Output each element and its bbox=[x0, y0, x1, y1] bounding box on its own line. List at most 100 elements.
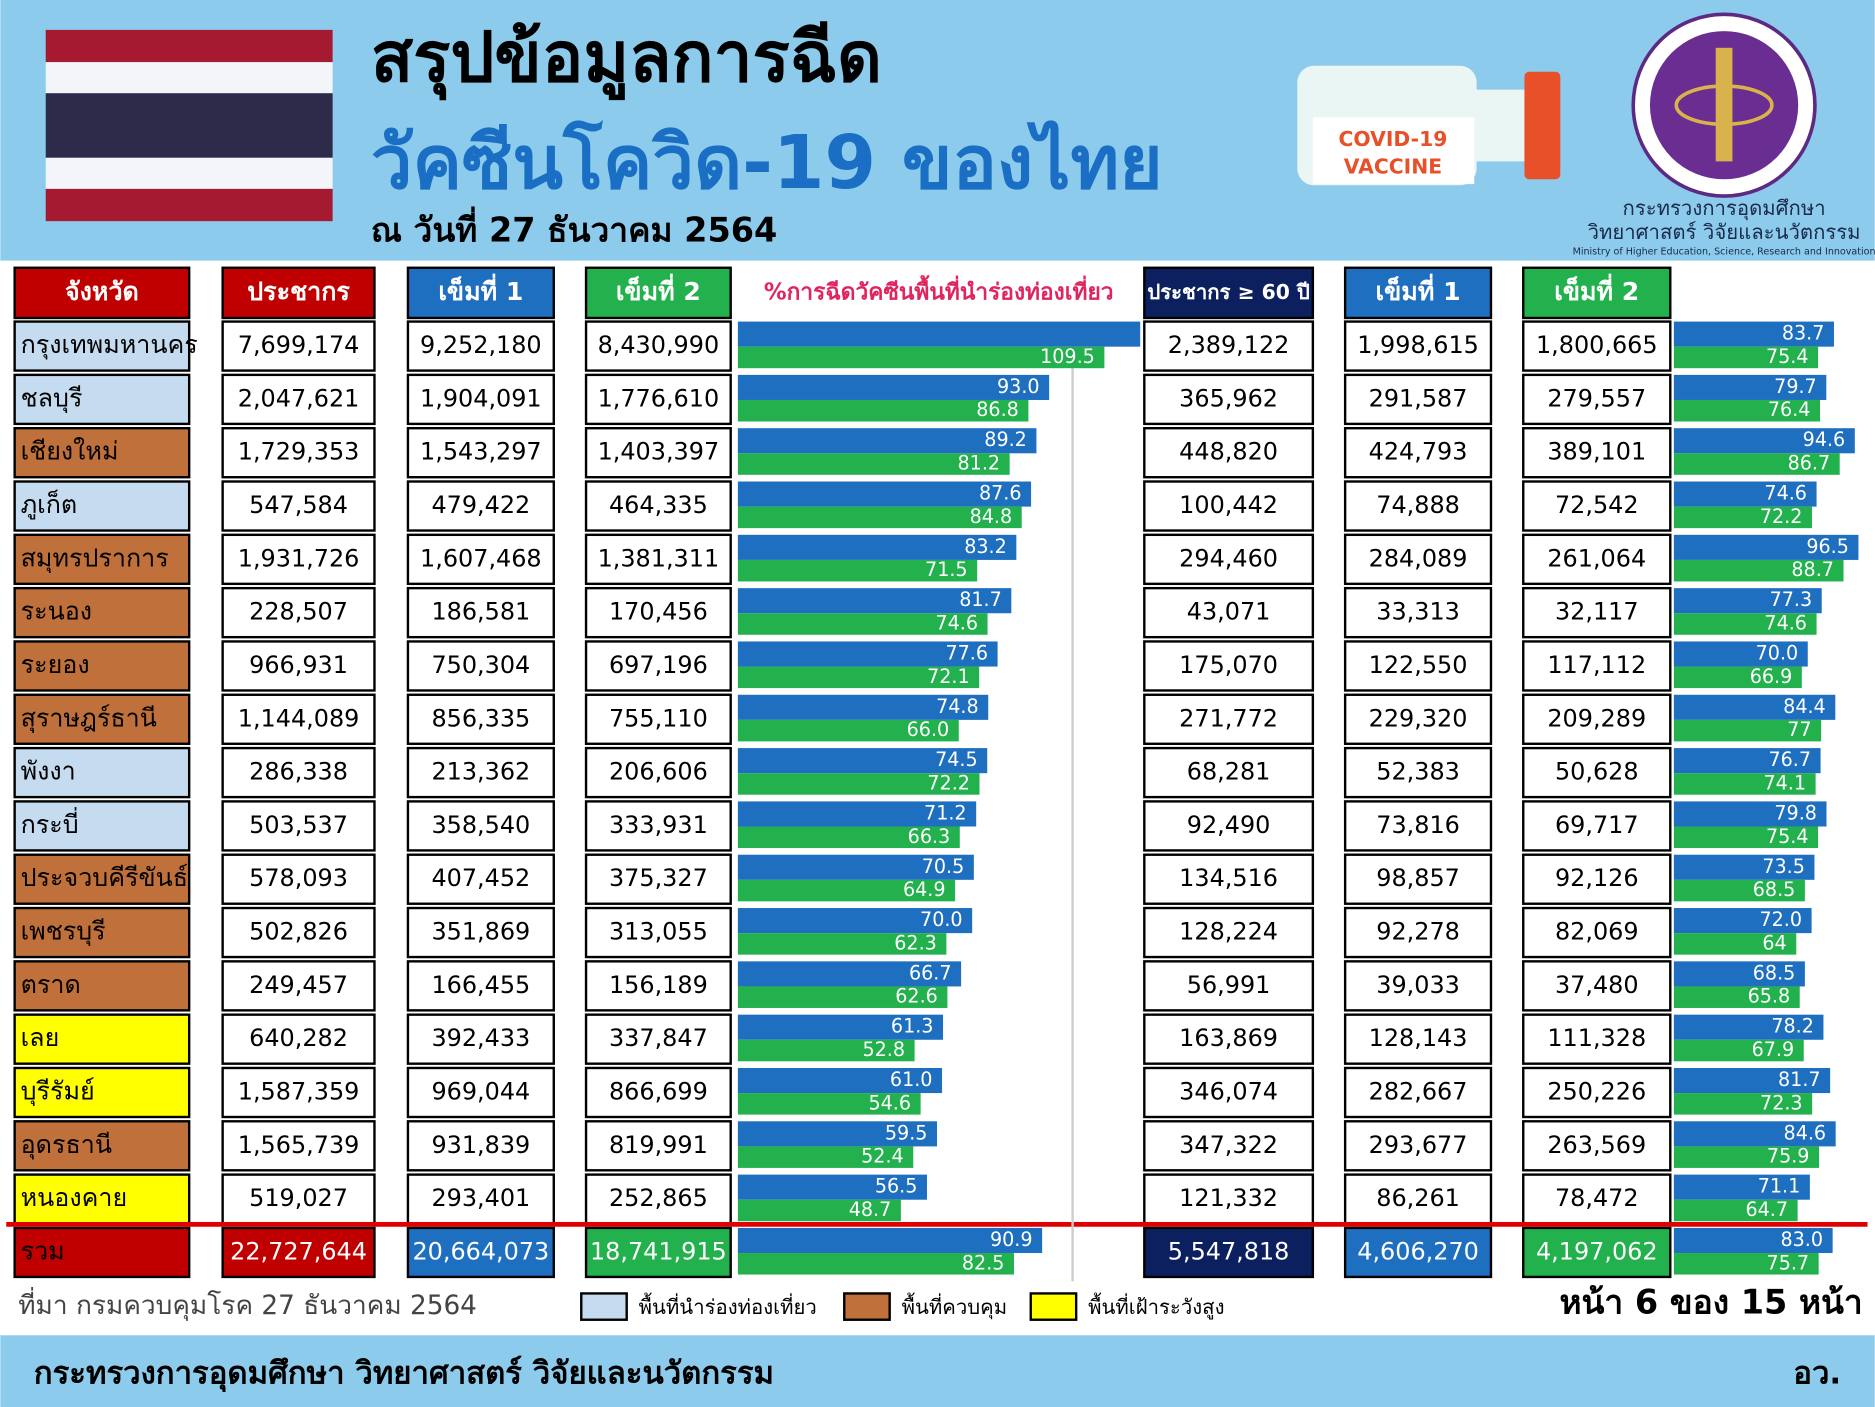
bar bbox=[1673, 666, 1802, 689]
cell-value: 206,606 bbox=[609, 758, 708, 786]
cell-value: 1,776,610 bbox=[598, 384, 720, 412]
value-label: 48.7 bbox=[849, 1198, 892, 1221]
bar bbox=[737, 1227, 1043, 1254]
value-label: 75.4 bbox=[1766, 345, 1809, 368]
value-label: 84.8 bbox=[970, 505, 1013, 528]
value-label: 74.6 bbox=[1764, 612, 1807, 635]
cell-value: 1,998,615 bbox=[1357, 331, 1479, 359]
value-label: 77.3 bbox=[1770, 588, 1813, 611]
cell-value: 346,074 bbox=[1179, 1077, 1278, 1105]
bar bbox=[737, 374, 1050, 400]
data-cell bbox=[584, 1226, 732, 1279]
data-cell bbox=[1522, 746, 1672, 799]
cell-value: 1,904,091 bbox=[420, 384, 542, 412]
cell-value: 1,381,311 bbox=[598, 544, 720, 572]
province-name: ประจวบคีรีขันธ์ bbox=[21, 863, 189, 892]
province-name: พังงา bbox=[21, 757, 76, 786]
thai-flag bbox=[45, 29, 333, 222]
province-name: ระนอง bbox=[21, 597, 92, 626]
data-cell bbox=[1343, 586, 1493, 639]
bar bbox=[737, 1253, 1015, 1275]
ministry-name-en: Ministry of Higher Education, Science, R… bbox=[1573, 247, 1875, 258]
data-cell bbox=[1522, 586, 1672, 639]
data-cell bbox=[1522, 480, 1672, 532]
column-header: เข็มที่ 1 bbox=[438, 273, 523, 306]
value-label: 79.8 bbox=[1774, 801, 1817, 824]
cell-value: 170,456 bbox=[609, 598, 708, 626]
data-cell bbox=[1143, 533, 1315, 586]
value-label: 94.6 bbox=[1803, 428, 1846, 451]
cell-value: 931,839 bbox=[431, 1131, 530, 1159]
bar bbox=[737, 506, 1022, 529]
bar bbox=[737, 933, 947, 955]
data-cell bbox=[221, 693, 376, 745]
value-label: 90.9 bbox=[990, 1228, 1033, 1251]
ministry-name: วิทยาศาสตร์ วิจัยและนวัตกรรม bbox=[1587, 220, 1861, 244]
cell-value: 407,452 bbox=[431, 864, 530, 892]
bar bbox=[1673, 1093, 1813, 1115]
province-cell bbox=[13, 640, 191, 692]
cell-value: 43,071 bbox=[1187, 598, 1271, 626]
bar bbox=[1673, 1253, 1819, 1275]
data-cell bbox=[584, 373, 732, 426]
value-label: 87.6 bbox=[979, 482, 1022, 505]
data-cell bbox=[1522, 373, 1672, 426]
bar bbox=[1673, 1146, 1820, 1168]
header-cell bbox=[1343, 266, 1493, 320]
data-cell bbox=[584, 480, 732, 532]
cell-value: 56,991 bbox=[1187, 971, 1271, 999]
province-cell bbox=[13, 853, 191, 905]
page-number: หน้า 6 ของ 15 หน้า bbox=[1559, 1283, 1862, 1322]
data-cell bbox=[1143, 906, 1315, 959]
cell-value: 52,383 bbox=[1376, 758, 1460, 786]
value-label: 74.5 bbox=[935, 748, 978, 771]
cell-value: 39,033 bbox=[1376, 971, 1460, 999]
bar bbox=[737, 321, 1141, 347]
cell-value: 866,699 bbox=[609, 1077, 708, 1105]
bar bbox=[1673, 1199, 1798, 1222]
bar bbox=[737, 801, 977, 827]
cell-value: 263,569 bbox=[1547, 1131, 1646, 1159]
cell-value: 293,677 bbox=[1369, 1131, 1468, 1159]
bar bbox=[1673, 374, 1827, 400]
cell-value: 424,793 bbox=[1369, 438, 1468, 466]
column-header: เข็มที่ 2 bbox=[1554, 273, 1639, 306]
cell-value: 128,143 bbox=[1369, 1024, 1468, 1052]
data-cell bbox=[1522, 1066, 1672, 1119]
bar bbox=[737, 694, 989, 720]
bar bbox=[737, 719, 959, 742]
value-label: 82.5 bbox=[962, 1251, 1005, 1274]
bar bbox=[737, 534, 1017, 560]
cell-value: 464,335 bbox=[609, 491, 708, 519]
bar bbox=[1673, 399, 1821, 422]
value-label: 71.5 bbox=[925, 558, 968, 581]
data-cell bbox=[221, 853, 376, 905]
bar bbox=[737, 1093, 921, 1115]
data-cell bbox=[584, 427, 732, 479]
bar bbox=[1673, 613, 1817, 635]
bar bbox=[1673, 908, 1812, 934]
column-header: ประชากร bbox=[247, 277, 350, 306]
data-cell bbox=[584, 906, 732, 959]
cell-value: 293,401 bbox=[431, 1184, 530, 1212]
data-cell bbox=[1343, 427, 1493, 479]
cell-value: 294,460 bbox=[1179, 544, 1278, 572]
data-cell bbox=[1522, 906, 1672, 959]
value-label: 64.9 bbox=[903, 878, 946, 901]
header-cell bbox=[1522, 266, 1672, 320]
value-label: 84.4 bbox=[1783, 695, 1826, 718]
bar bbox=[1673, 453, 1840, 475]
header-cell bbox=[406, 266, 555, 320]
cell-value: 18,741,915 bbox=[590, 1237, 727, 1265]
cell-value: 313,055 bbox=[609, 918, 708, 946]
cell-value: 337,847 bbox=[609, 1024, 708, 1052]
data-cell bbox=[221, 1120, 376, 1172]
header-cell bbox=[221, 266, 376, 320]
bar bbox=[737, 1067, 943, 1094]
bar bbox=[737, 428, 1037, 454]
data-cell bbox=[221, 1226, 376, 1279]
value-label: 71.1 bbox=[1758, 1175, 1801, 1198]
value-label: 65.8 bbox=[1748, 985, 1791, 1008]
bar bbox=[737, 453, 1010, 475]
data-cell bbox=[1143, 373, 1315, 426]
